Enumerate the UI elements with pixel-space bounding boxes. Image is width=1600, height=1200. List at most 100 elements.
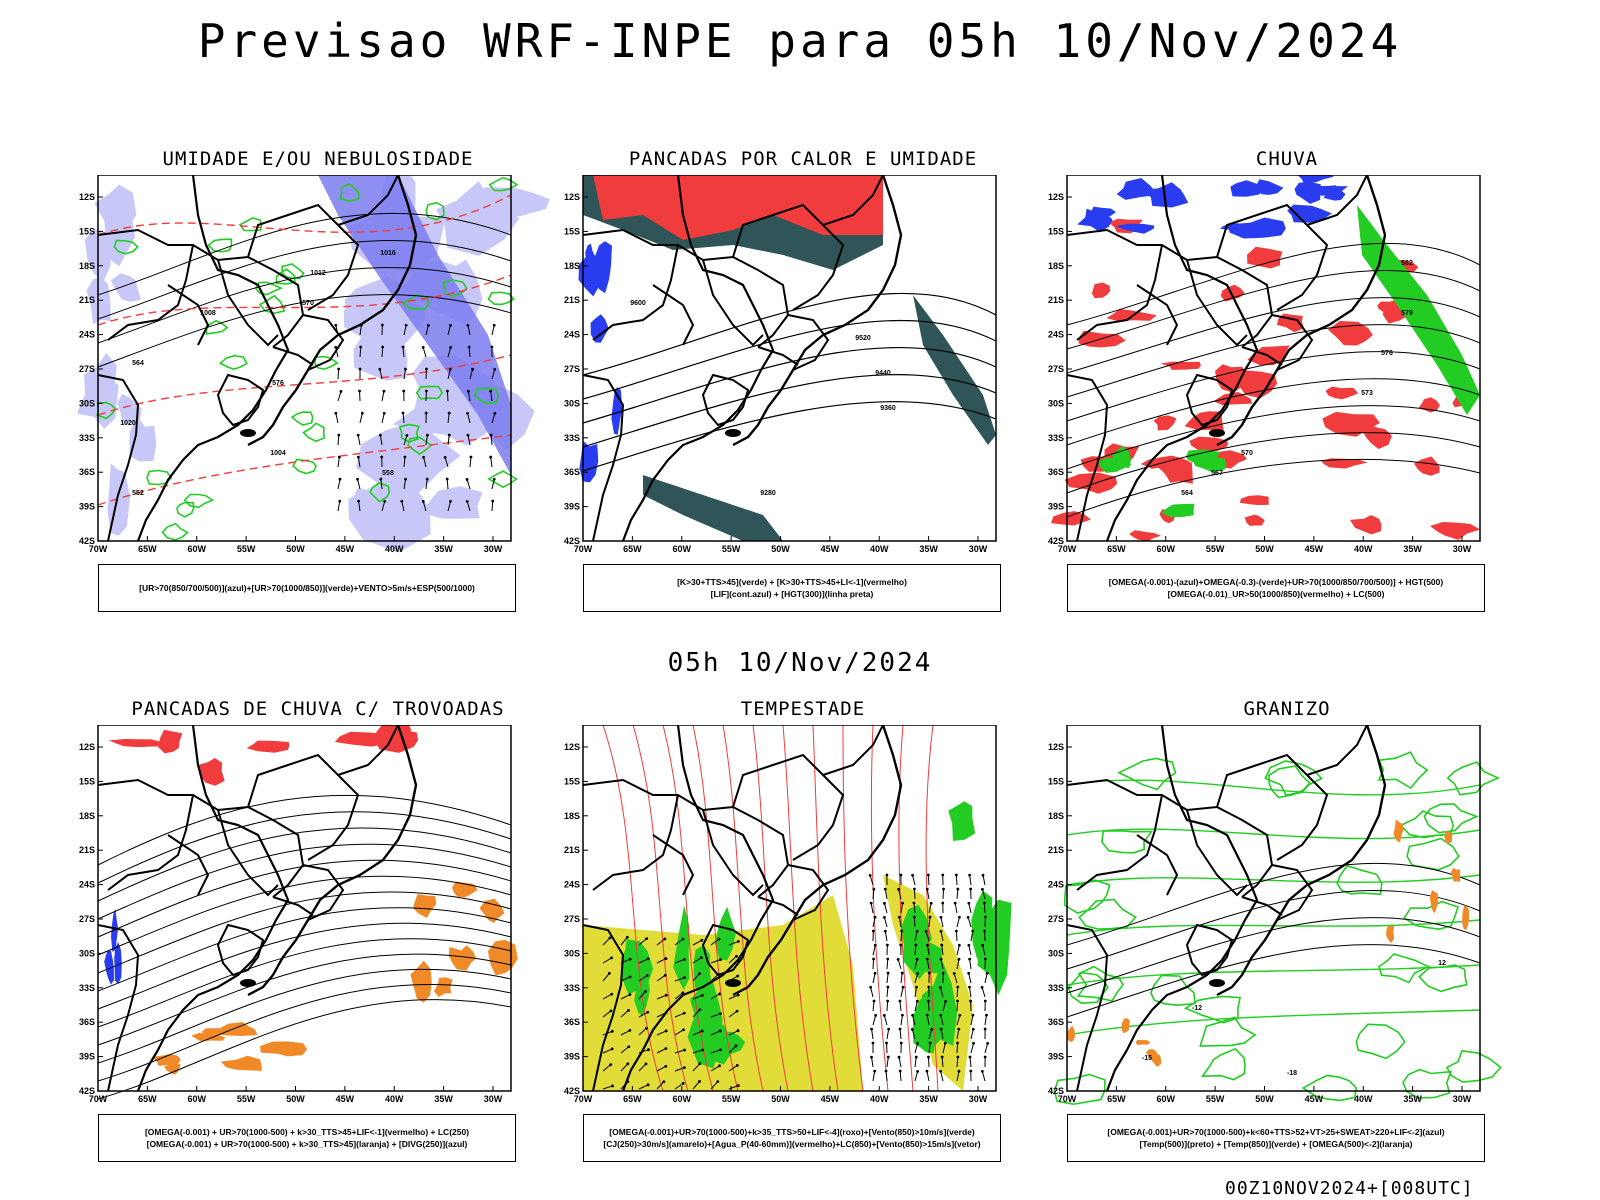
vector-head [969, 1069, 973, 1073]
green-contour [1063, 879, 1111, 914]
panel-trovoadas: PANCADAS DE CHUVA C/ TROVOADAS 12S 15S 18S… [78, 698, 558, 1178]
vector-head [339, 390, 343, 393]
wind-vector [940, 1071, 944, 1082]
wind-vector [970, 931, 974, 942]
vector-head [609, 1009, 613, 1013]
vector-head [969, 999, 972, 1003]
vector-head [644, 1062, 648, 1066]
panel-legend: [UR>70(850/700/500)](azul)+[UR>70(1000/8… [98, 564, 516, 612]
shaded-area [94, 184, 137, 245]
wind-vector [674, 1082, 684, 1090]
wind-vector [728, 994, 739, 1000]
wind-vector [970, 1015, 974, 1026]
wind-vector [337, 479, 341, 490]
shaded-area [220, 1055, 262, 1071]
wind-vector [381, 501, 386, 512]
lon-tick-label: 65W [1107, 544, 1126, 554]
wind-vector [900, 930, 903, 942]
wind-vector [728, 1010, 738, 1018]
pressure-contours [97, 212, 512, 368]
vector-head [941, 901, 945, 905]
vector-head [983, 1055, 987, 1059]
vector-head [898, 1069, 902, 1073]
rain-green-band [1357, 205, 1480, 415]
wind-vector [638, 1084, 649, 1090]
contour-line [582, 319, 997, 400]
lon-tick-label: 55W [722, 1094, 741, 1104]
green-contour [415, 385, 444, 400]
wind-vector [883, 903, 888, 914]
shaded-area [590, 314, 609, 343]
lon-tick-label: 45W [1305, 544, 1324, 554]
contour-line [1066, 405, 1481, 470]
green-contour [1201, 1047, 1246, 1081]
vector-head [492, 323, 496, 327]
vector-head [967, 943, 971, 947]
state-border [582, 374, 625, 542]
vector-head [983, 1027, 987, 1031]
vector-head [870, 1055, 873, 1059]
vector-head [734, 1044, 738, 1048]
vector-head [443, 456, 447, 459]
vector-head [925, 1013, 929, 1017]
contour-line [97, 294, 512, 368]
vector-head [969, 887, 973, 891]
shaded-area [1121, 1018, 1130, 1034]
green-contour [161, 522, 189, 541]
wind-vector [969, 987, 972, 998]
state-border [582, 924, 625, 1092]
wind-vector [403, 479, 407, 490]
wind-vector [914, 1043, 919, 1054]
vector-head [719, 1012, 722, 1016]
vector-head [421, 346, 425, 349]
shaded-area [1220, 284, 1245, 302]
wind-vector [381, 346, 384, 358]
wind-vector [638, 1011, 649, 1018]
wind-vector [674, 1049, 685, 1054]
vector-head [886, 971, 890, 975]
wind-vectors [868, 873, 990, 1082]
vector-head [698, 1080, 701, 1083]
vector-head [957, 1027, 961, 1031]
shaded-area [1230, 180, 1266, 197]
lon-tick-label: 30W [1453, 1094, 1472, 1104]
vector-head [337, 455, 341, 459]
lat-tick-label: 30S [564, 948, 580, 958]
vector-head [698, 972, 702, 975]
wind-vector [728, 940, 739, 946]
wind-vector [728, 1085, 739, 1090]
wind-vector [692, 957, 702, 964]
vector-head [897, 915, 901, 919]
lat-tick-label: 42S [79, 536, 95, 546]
wind-vector [886, 1000, 889, 1012]
state-border [1185, 923, 1234, 977]
shaded-area [1186, 449, 1221, 463]
lon-tick-label: 50W [771, 544, 790, 554]
wind-vector [357, 435, 361, 446]
thickness-line [97, 434, 512, 506]
contour-line [97, 212, 512, 296]
wind-vector [913, 888, 916, 900]
vector-head [886, 1055, 890, 1059]
shaded-area [191, 1032, 226, 1042]
lon-tick-label: 50W [1255, 1094, 1274, 1104]
vector-head [942, 887, 945, 891]
lat-tick-label: 42S [1048, 1086, 1064, 1096]
vector-head [492, 477, 496, 481]
wind-vector [728, 955, 737, 964]
contour-value-label: 1004 [270, 450, 286, 457]
lon-tick-label: 35W [1403, 544, 1422, 554]
wind-vector [710, 1081, 719, 1090]
wind-vector [467, 325, 471, 336]
vector-head [957, 1069, 961, 1073]
shaded-area [197, 758, 225, 786]
lat-tick-label: 36S [1048, 467, 1064, 477]
wind-vector [941, 1056, 944, 1068]
map-frame [97, 725, 512, 1092]
map-background [98, 725, 511, 1091]
vector-head [914, 1055, 918, 1059]
lon-tick-label: 65W [623, 1094, 642, 1104]
shaded-area [108, 739, 163, 748]
wind-vector [491, 369, 496, 380]
lake-shape [725, 429, 741, 437]
